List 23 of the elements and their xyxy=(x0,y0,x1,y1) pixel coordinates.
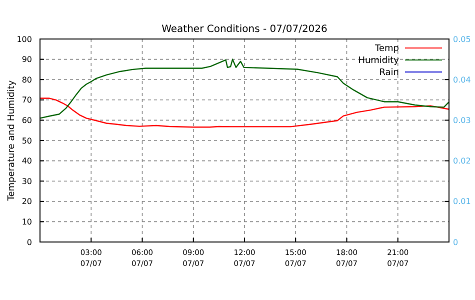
y-tick-label: 70 xyxy=(22,96,32,105)
y-tick-label: 90 xyxy=(22,55,32,64)
y2-tick-label: 0.02 xyxy=(453,156,471,166)
y-tick-label: 30 xyxy=(22,176,32,186)
chart-title: Weather Conditions - 07/07/2026 xyxy=(162,24,328,35)
legend-label: Rain xyxy=(379,68,399,78)
y2-tick-label: 0.05 xyxy=(453,34,471,44)
y2-tick-label: 0.04 xyxy=(453,75,471,84)
y-tick-label: 60 xyxy=(22,116,32,125)
y-tick-label: 80 xyxy=(22,75,32,84)
y-tick-label: 100 xyxy=(16,34,32,44)
legend-label: Temp xyxy=(374,44,400,54)
y2-tick-label: 0 xyxy=(453,238,458,247)
y2-tick-label: 0.03 xyxy=(453,116,471,125)
y-tick-label: 0 xyxy=(26,238,32,247)
y-tick-label: 50 xyxy=(22,136,32,146)
y2-tick-label: 0.01 xyxy=(453,197,471,206)
y-axis-title: Temperature and Humidity xyxy=(7,80,17,202)
line-series xyxy=(39,98,450,128)
legend-label: Humidity xyxy=(358,56,400,66)
y-tick-label: 10 xyxy=(22,218,32,226)
y-tick-label: 20 xyxy=(22,197,32,206)
y-tick-label: 40 xyxy=(22,156,32,166)
